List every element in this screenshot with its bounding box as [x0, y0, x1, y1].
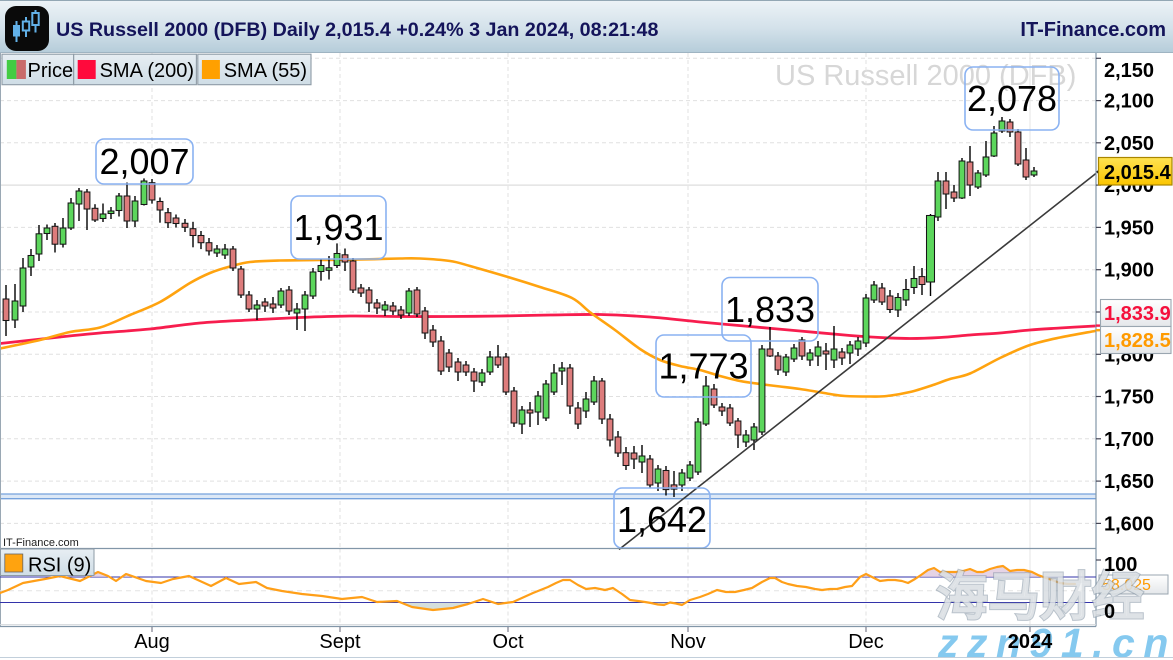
- svg-text:2,100: 2,100: [1104, 91, 1154, 113]
- svg-text:IT-Finance.com: IT-Finance.com: [3, 537, 79, 549]
- svg-text:1,833.9: 1,833.9: [1104, 303, 1171, 325]
- svg-text:2024: 2024: [1008, 631, 1053, 653]
- svg-text:1,773: 1,773: [658, 346, 748, 387]
- svg-text:Aug: Aug: [134, 631, 170, 653]
- svg-text:100: 100: [1104, 554, 1137, 576]
- svg-text:2,015.4: 2,015.4: [1104, 162, 1172, 184]
- svg-text:1,650: 1,650: [1104, 471, 1154, 493]
- svg-text:SMA (55): SMA (55): [224, 60, 307, 82]
- svg-text:US Russell 2000 (DFB): US Russell 2000 (DFB): [775, 60, 1076, 92]
- svg-text:1,600: 1,600: [1104, 513, 1154, 535]
- svg-text:1,642: 1,642: [617, 499, 707, 540]
- svg-text:2,150: 2,150: [1104, 60, 1154, 82]
- svg-text:1,700: 1,700: [1104, 429, 1154, 451]
- svg-text:2,007: 2,007: [99, 141, 189, 182]
- svg-text:1,900: 1,900: [1104, 260, 1154, 282]
- svg-text:SMA (200): SMA (200): [100, 60, 194, 82]
- svg-text:58.025: 58.025: [1102, 577, 1151, 594]
- svg-text:1,750: 1,750: [1104, 387, 1154, 409]
- svg-text:1,828.5: 1,828.5: [1104, 330, 1171, 352]
- svg-text:1,931: 1,931: [293, 207, 383, 248]
- svg-text:1,950: 1,950: [1104, 217, 1154, 239]
- svg-text:0: 0: [1104, 601, 1115, 623]
- svg-text:Oct: Oct: [492, 631, 524, 653]
- svg-text:IT-Finance.com: IT-Finance.com: [1020, 19, 1166, 41]
- svg-text:1,833: 1,833: [725, 289, 815, 330]
- svg-text:US Russell 2000 (DFB) Daily 2,: US Russell 2000 (DFB) Daily 2,015.4 +0.2…: [56, 19, 659, 41]
- svg-text:2,078: 2,078: [967, 78, 1057, 119]
- svg-text:Sept: Sept: [319, 631, 361, 653]
- svg-text:zzn91.cn: zzn91.cn: [937, 620, 1173, 660]
- svg-text:海马财经: 海马财经: [936, 569, 1144, 627]
- svg-text:RSI (9): RSI (9): [28, 555, 91, 577]
- svg-text:Nov: Nov: [670, 631, 706, 653]
- svg-text:Price: Price: [28, 60, 74, 82]
- svg-text:Dec: Dec: [848, 631, 884, 653]
- svg-text:2,050: 2,050: [1104, 133, 1154, 155]
